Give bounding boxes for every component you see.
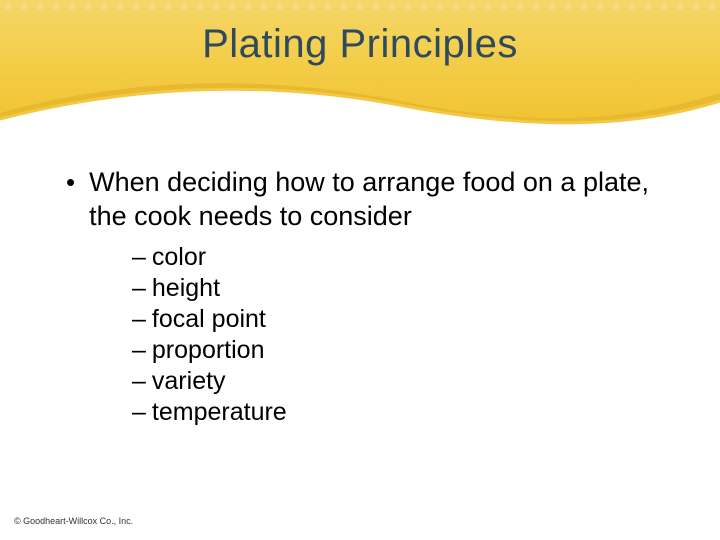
dash-icon: – bbox=[132, 367, 146, 396]
sub-item: – focal point bbox=[132, 305, 680, 334]
sub-item-text: variety bbox=[152, 367, 226, 396]
sub-item: – temperature bbox=[132, 398, 680, 427]
dash-icon: – bbox=[132, 305, 146, 334]
sub-list: – color – height – focal point – proport… bbox=[132, 243, 680, 427]
sub-item: – height bbox=[132, 274, 680, 303]
header-wave bbox=[0, 71, 720, 131]
slide-content: • When deciding how to arrange food on a… bbox=[60, 165, 680, 429]
dash-icon: – bbox=[132, 274, 146, 303]
sub-item-text: height bbox=[152, 274, 220, 303]
dash-icon: – bbox=[132, 243, 146, 272]
slide-title: Plating Principles bbox=[202, 22, 518, 67]
sub-item-text: temperature bbox=[152, 398, 287, 427]
dash-icon: – bbox=[132, 336, 146, 365]
sub-item: – proportion bbox=[132, 336, 680, 365]
sub-item: – color bbox=[132, 243, 680, 272]
slide-header: Plating Principles bbox=[0, 0, 720, 130]
sub-item: – variety bbox=[132, 367, 680, 396]
copyright-footer: © Goodheart-Willcox Co., Inc. bbox=[14, 516, 133, 526]
sub-item-text: proportion bbox=[152, 336, 265, 365]
header-pattern bbox=[0, 0, 720, 14]
sub-item-text: focal point bbox=[152, 305, 266, 334]
dash-icon: – bbox=[132, 398, 146, 427]
bullet-dot-icon: • bbox=[66, 165, 75, 199]
main-bullet-text: When deciding how to arrange food on a p… bbox=[89, 165, 680, 233]
main-bullet: • When deciding how to arrange food on a… bbox=[60, 165, 680, 233]
sub-item-text: color bbox=[152, 243, 206, 272]
